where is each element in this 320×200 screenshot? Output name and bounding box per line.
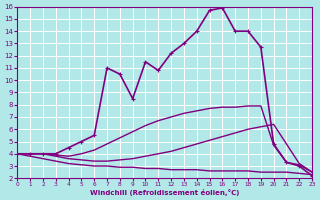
X-axis label: Windchill (Refroidissement éolien,°C): Windchill (Refroidissement éolien,°C) — [90, 189, 239, 196]
